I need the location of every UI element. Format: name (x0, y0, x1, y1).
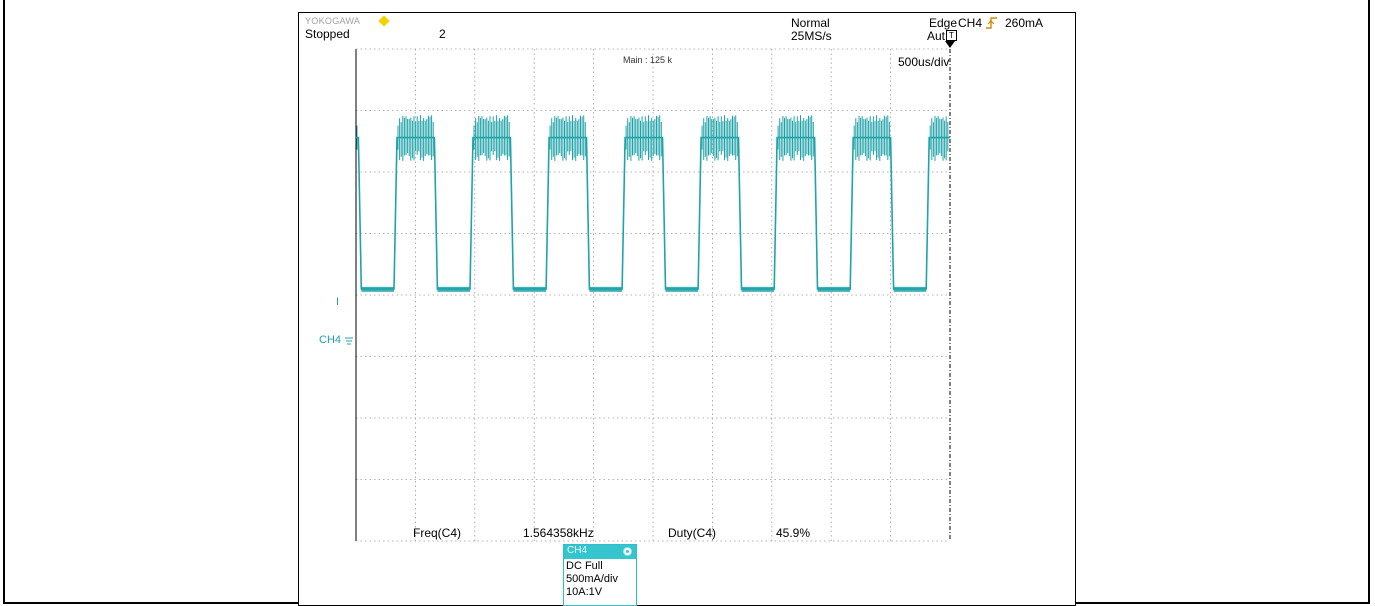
close-icon[interactable] (623, 547, 632, 556)
channel-marker: CH4 (319, 334, 342, 346)
trigger-type: Edge (929, 16, 958, 30)
trigger-mark-box: T (946, 30, 957, 41)
ground-symbol-icon (345, 337, 353, 345)
channel-panel-header: CH4 (564, 545, 636, 559)
acquisition-status: Stopped (305, 27, 350, 41)
measurement-duty-label: Duty(C4) (668, 526, 717, 540)
channel-panel-title: CH4 (567, 545, 588, 556)
channel-probe: 10A:1V (566, 586, 603, 598)
rising-edge-icon (986, 17, 997, 29)
channel-info-panel[interactable]: CH4 DC Full 500mA/div 10A:1V (563, 544, 637, 606)
main-record-label: Main : 125 k (623, 55, 673, 65)
waveform-low-band (817, 286, 851, 292)
waveform-low-band (665, 286, 699, 292)
trigger-mode: Aut (927, 29, 946, 43)
waveform-plot (355, 41, 955, 542)
waveform-low-band (437, 286, 471, 292)
channel-coupling: DC Full (566, 560, 603, 572)
brand-logo: YOKOGAWA (305, 16, 361, 26)
time-per-division: 500us/div (898, 55, 950, 69)
waveform-low-band (361, 286, 395, 292)
oscilloscope-screen: YOKOGAWA Stopped 2 Normal 25MS/s Edge CH… (298, 12, 1076, 606)
ground-marker: I (336, 296, 340, 308)
measurement-duty-value: 45.9% (776, 526, 811, 540)
trigger-source: CH4 (958, 16, 983, 30)
record-count: 2 (439, 27, 446, 41)
measurement-freq-label: Freq(C4) (413, 526, 462, 540)
channel-scale: 500mA/div (566, 573, 618, 585)
acquisition-mode: Normal (791, 16, 830, 30)
sample-rate: 25MS/s (791, 29, 832, 43)
measurement-freq-value: 1.564358kHz (523, 526, 594, 540)
waveform-low-band (893, 286, 927, 292)
waveform-low-band (589, 286, 623, 292)
trigger-position-icon (945, 41, 955, 48)
waveform-low-band (741, 286, 775, 292)
trigger-level: 260mA (1005, 16, 1044, 30)
waveform-low-band (513, 286, 547, 292)
